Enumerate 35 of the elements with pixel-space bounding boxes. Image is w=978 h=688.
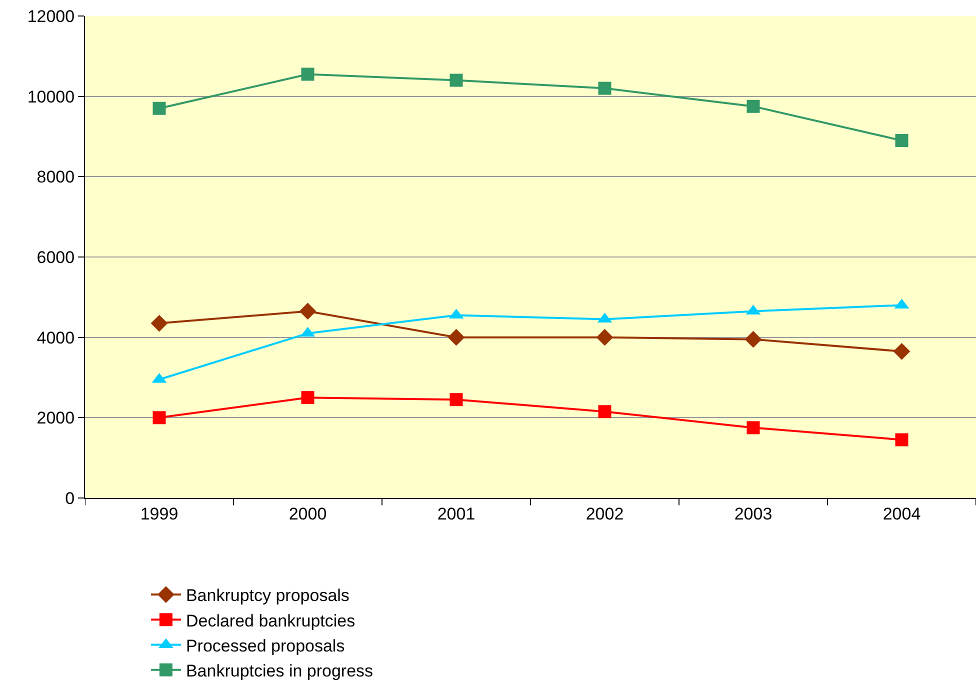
point <box>893 342 910 360</box>
point <box>299 302 316 320</box>
x-tick-label: 2003 <box>734 504 772 524</box>
legend-label: Processed proposals <box>186 636 345 656</box>
point <box>598 82 612 95</box>
point <box>598 405 612 418</box>
point <box>596 328 614 346</box>
y-tick-label: 10000 <box>27 87 75 106</box>
point <box>746 100 760 113</box>
point <box>150 314 168 332</box>
y-tick-label: 2000 <box>36 408 75 428</box>
point <box>450 393 463 406</box>
x-tick-label: 2001 <box>437 504 476 524</box>
point <box>450 74 463 87</box>
x-tick-label: 2000 <box>288 504 327 524</box>
point <box>895 433 908 446</box>
point <box>301 391 314 404</box>
x-tick-label: 2002 <box>586 504 624 524</box>
point <box>301 68 314 81</box>
legend-label: Bankruptcies in progress <box>186 661 374 680</box>
point <box>895 134 908 148</box>
point <box>744 330 762 348</box>
point <box>448 328 465 346</box>
x-tick-label: 1999 <box>140 504 178 524</box>
y-tick-label: 0 <box>65 488 75 508</box>
point <box>152 411 166 424</box>
point <box>152 102 166 115</box>
y-tick-label: 8000 <box>36 168 75 187</box>
y-tick-label: 4000 <box>36 328 75 348</box>
y-tick-label: 6000 <box>36 248 75 267</box>
legend-label: Declared bankruptcies <box>186 611 356 630</box>
y-tick-label: 12000 <box>27 6 75 26</box>
legend-label: Bankruptcy proposals <box>186 586 350 606</box>
x-tick-label: 2004 <box>882 504 921 524</box>
point <box>746 421 760 434</box>
